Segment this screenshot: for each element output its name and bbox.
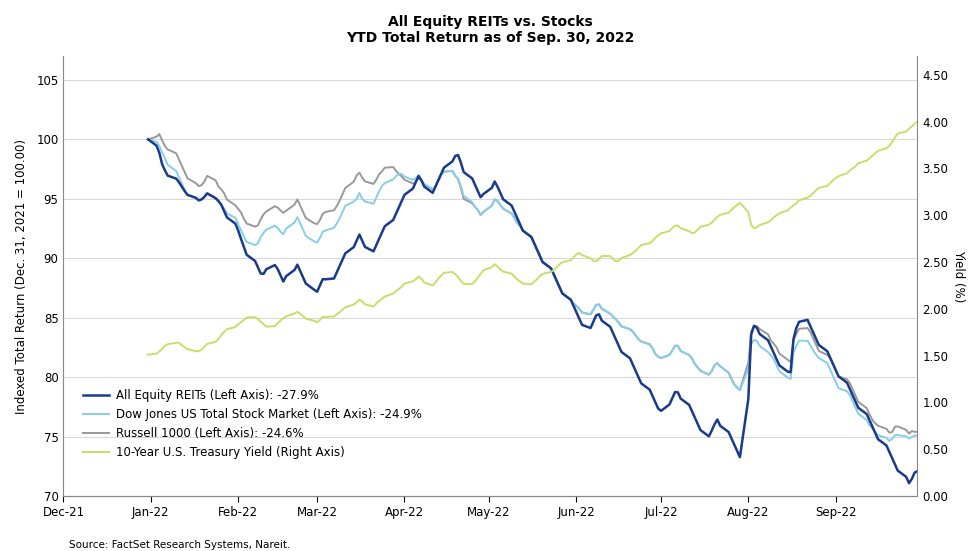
Y-axis label: Yield (%): Yield (%) [952, 250, 965, 302]
Legend: All Equity REITs (Left Axis): -27.9%, Dow Jones US Total Stock Market (Left Axis: All Equity REITs (Left Axis): -27.9%, Do… [77, 385, 426, 464]
Line: Russell 1000 (Left Axis): -24.6%: Russell 1000 (Left Axis): -24.6% [148, 134, 917, 434]
Line: 10-Year U.S. Treasury Yield (Right Axis): 10-Year U.S. Treasury Yield (Right Axis) [148, 122, 917, 355]
Line: All Equity REITs (Left Axis): -27.9%: All Equity REITs (Left Axis): -27.9% [148, 139, 917, 483]
Text: Source: FactSet Research Systems, Nareit.: Source: FactSet Research Systems, Nareit… [69, 540, 290, 550]
Title: All Equity REITs vs. Stocks
YTD Total Return as of Sep. 30, 2022: All Equity REITs vs. Stocks YTD Total Re… [346, 15, 635, 45]
Line: Dow Jones US Total Stock Market (Left Axis): -24.9%: Dow Jones US Total Stock Market (Left Ax… [148, 139, 917, 441]
Y-axis label: Indexed Total Return (Dec. 31, 2021 = 100.00): Indexed Total Return (Dec. 31, 2021 = 10… [15, 138, 28, 414]
